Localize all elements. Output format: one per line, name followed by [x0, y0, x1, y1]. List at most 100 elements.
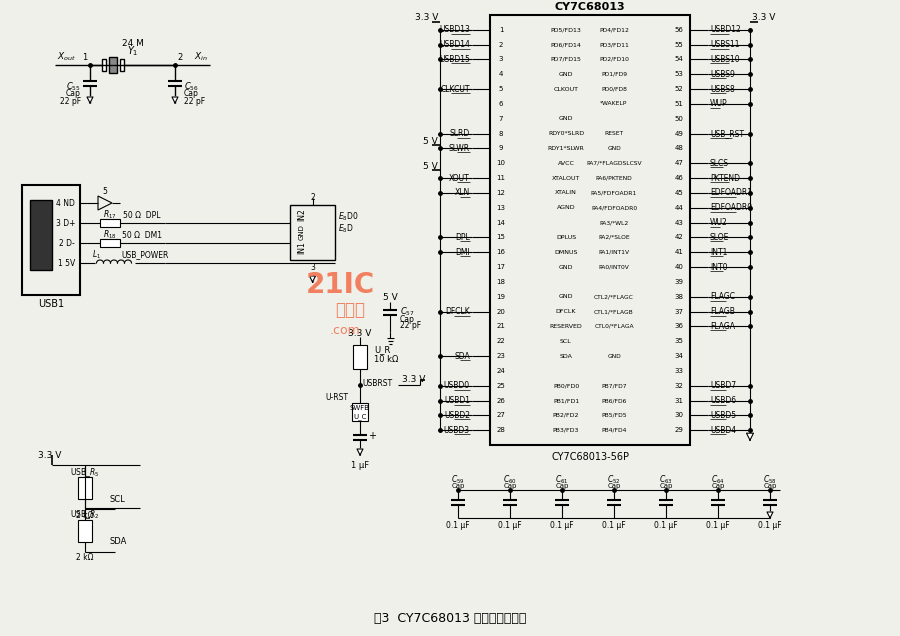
Text: SWFB: SWFB: [350, 405, 370, 411]
Text: 50 Ω  DM1: 50 Ω DM1: [122, 230, 162, 240]
Text: GND: GND: [608, 354, 621, 359]
Text: USBS8: USBS8: [710, 85, 734, 93]
Bar: [353, 345, 367, 369]
Text: PB2/FD2: PB2/FD2: [553, 413, 580, 418]
Text: $X_{in}$: $X_{in}$: [194, 51, 208, 63]
Text: CLKCUT: CLKCUT: [440, 85, 470, 93]
Text: 5 V: 5 V: [423, 162, 438, 170]
Text: 22 pF: 22 pF: [60, 97, 81, 106]
Text: USB_POWER: USB_POWER: [122, 251, 168, 259]
Text: 0.1 μF: 0.1 μF: [758, 520, 782, 530]
Text: PA5/FDFOADR1: PA5/FDFOADR1: [590, 190, 637, 195]
Text: 27: 27: [497, 412, 506, 418]
Text: Cap: Cap: [66, 90, 81, 99]
Text: INT1: INT1: [710, 248, 727, 257]
Text: PB7/FD7: PB7/FD7: [601, 383, 626, 388]
Text: 25: 25: [497, 383, 506, 389]
Text: PB5/FD5: PB5/FD5: [601, 413, 626, 418]
Text: XOUT: XOUT: [449, 174, 470, 183]
Text: 15: 15: [497, 235, 506, 240]
Text: USBD0: USBD0: [444, 381, 470, 391]
Text: 9: 9: [499, 146, 503, 151]
Text: .com: .com: [329, 324, 360, 336]
Bar: [30, 200, 52, 270]
Text: PA1/INT1V: PA1/INT1V: [598, 250, 630, 255]
Text: 26: 26: [497, 398, 506, 403]
Bar: [102, 59, 106, 71]
Text: 24: 24: [497, 368, 506, 374]
Text: CY7C68013: CY7C68013: [554, 2, 626, 12]
Text: IN2: IN2: [298, 209, 307, 221]
Text: USBRST: USBRST: [362, 378, 392, 387]
Polygon shape: [87, 97, 93, 103]
Text: USB_RST: USB_RST: [710, 129, 744, 138]
Text: 0.1 μF: 0.1 μF: [654, 520, 678, 530]
Text: +: +: [368, 431, 376, 441]
Text: 50 Ω  DPL: 50 Ω DPL: [123, 211, 161, 219]
Text: 46: 46: [675, 175, 683, 181]
Text: AVCC: AVCC: [558, 161, 574, 166]
Polygon shape: [357, 449, 363, 455]
Text: $C_{64}$: $C_{64}$: [711, 474, 724, 487]
Text: SCL: SCL: [560, 339, 572, 343]
Text: USBD6: USBD6: [710, 396, 736, 405]
Text: SLRD: SLRD: [450, 129, 470, 138]
Text: 3.3 V: 3.3 V: [415, 13, 438, 22]
Text: 电子网: 电子网: [335, 301, 365, 319]
Text: GND: GND: [559, 116, 573, 121]
Text: EDFOADR1: EDFOADR1: [710, 188, 752, 197]
Text: RDY1*SLWR: RDY1*SLWR: [547, 146, 584, 151]
Text: 2 D-: 2 D-: [59, 238, 75, 247]
Text: 43: 43: [675, 219, 683, 226]
Text: $E_8$D0: $E_8$D0: [338, 211, 359, 223]
Text: CTL1/*FLAGB: CTL1/*FLAGB: [594, 309, 634, 314]
Text: USBS10: USBS10: [710, 55, 740, 64]
Text: DFCLK: DFCLK: [556, 309, 576, 314]
Text: 42: 42: [675, 235, 683, 240]
Text: USB_$R_5$: USB_$R_5$: [70, 467, 100, 480]
Text: $C_{58}$: $C_{58}$: [763, 474, 777, 487]
Text: $R_{17}$: $R_{17}$: [104, 209, 117, 221]
Bar: [109, 57, 117, 73]
Text: XTALOUT: XTALOUT: [552, 176, 581, 181]
Text: PB4/FD4: PB4/FD4: [601, 427, 626, 432]
Text: SDA: SDA: [454, 352, 470, 361]
Text: 54: 54: [675, 57, 683, 62]
Polygon shape: [310, 276, 316, 282]
Text: PD1/FD9: PD1/FD9: [601, 72, 627, 77]
Text: $C_{61}$: $C_{61}$: [555, 474, 569, 487]
Text: PA6/PKTEND: PA6/PKTEND: [596, 176, 633, 181]
Polygon shape: [767, 512, 773, 518]
Text: 40: 40: [675, 264, 683, 270]
Text: WUP: WUP: [710, 99, 727, 109]
Text: PB3/FD3: PB3/FD3: [553, 427, 580, 432]
Text: 16: 16: [497, 249, 506, 255]
Text: 8: 8: [499, 130, 503, 137]
Text: FLAGC: FLAGC: [710, 292, 735, 301]
Text: WU2: WU2: [710, 218, 728, 227]
Text: PA7/*FLAGDSLCSV: PA7/*FLAGDSLCSV: [586, 161, 642, 166]
Text: 3 D+: 3 D+: [56, 219, 75, 228]
Text: CY7C68013-56P: CY7C68013-56P: [551, 452, 629, 462]
Text: 55: 55: [675, 41, 683, 48]
Text: SLOE: SLOE: [710, 233, 729, 242]
Text: CTL0/*FLAGA: CTL0/*FLAGA: [594, 324, 634, 329]
Text: SCL: SCL: [110, 495, 126, 504]
Bar: [78, 520, 92, 542]
Text: 50: 50: [675, 116, 683, 121]
Text: 1: 1: [83, 53, 87, 62]
Text: USB_$R_2$: USB_$R_2$: [70, 509, 100, 522]
Text: USBD5: USBD5: [710, 411, 736, 420]
Text: Cap: Cap: [608, 483, 621, 489]
Text: 5: 5: [499, 86, 503, 92]
Text: PD6/FD14: PD6/FD14: [551, 42, 581, 47]
Text: 52: 52: [675, 86, 683, 92]
Text: 32: 32: [675, 383, 683, 389]
Text: Cap: Cap: [711, 483, 724, 489]
Text: PB1/FD1: PB1/FD1: [553, 398, 579, 403]
Text: 47: 47: [675, 160, 683, 166]
Text: PD3/FD11: PD3/FD11: [599, 42, 629, 47]
Text: $X_{out}$: $X_{out}$: [57, 51, 76, 63]
Text: CLKOUT: CLKOUT: [554, 86, 579, 92]
Text: USBD4: USBD4: [710, 425, 736, 434]
